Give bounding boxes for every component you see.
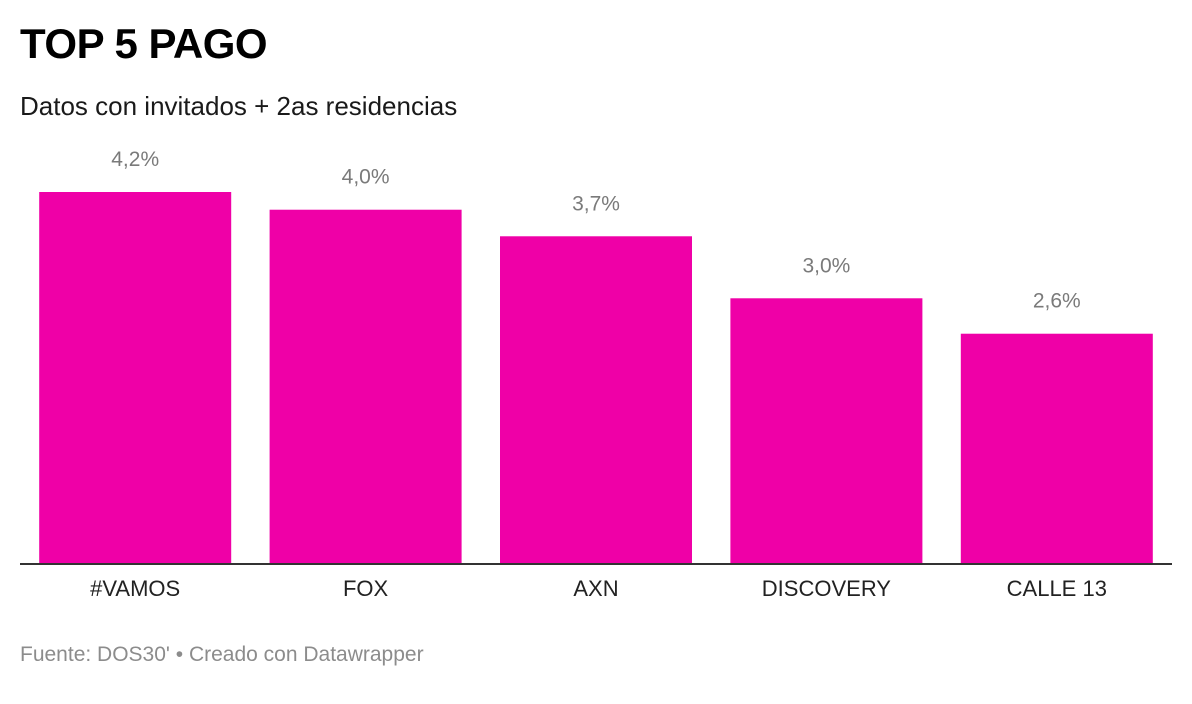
bar-0 bbox=[39, 192, 232, 564]
chart-subtitle: Datos con invitados + 2as residencias bbox=[20, 91, 458, 121]
bar-3 bbox=[730, 298, 923, 564]
bar-1 bbox=[269, 209, 462, 564]
bar-4 bbox=[960, 333, 1153, 564]
bar-2 bbox=[500, 236, 692, 565]
value-label-1: 4,0% bbox=[342, 166, 390, 189]
category-label-0: #VAMOS bbox=[90, 576, 180, 601]
source-footer: Fuente: DOS30' • Creado con Datawrapper bbox=[20, 643, 424, 666]
category-label-4: CALLE 13 bbox=[1007, 576, 1107, 601]
chart-title: TOP 5 PAGO bbox=[20, 20, 268, 67]
value-label-0: 4,2% bbox=[111, 148, 159, 171]
category-label-1: FOX bbox=[343, 576, 389, 601]
value-label-2: 3,7% bbox=[572, 192, 620, 215]
category-label-2: AXN bbox=[573, 576, 618, 601]
value-label-4: 2,6% bbox=[1033, 290, 1081, 313]
category-label-3: DISCOVERY bbox=[762, 576, 892, 601]
value-label-3: 3,0% bbox=[802, 254, 850, 277]
